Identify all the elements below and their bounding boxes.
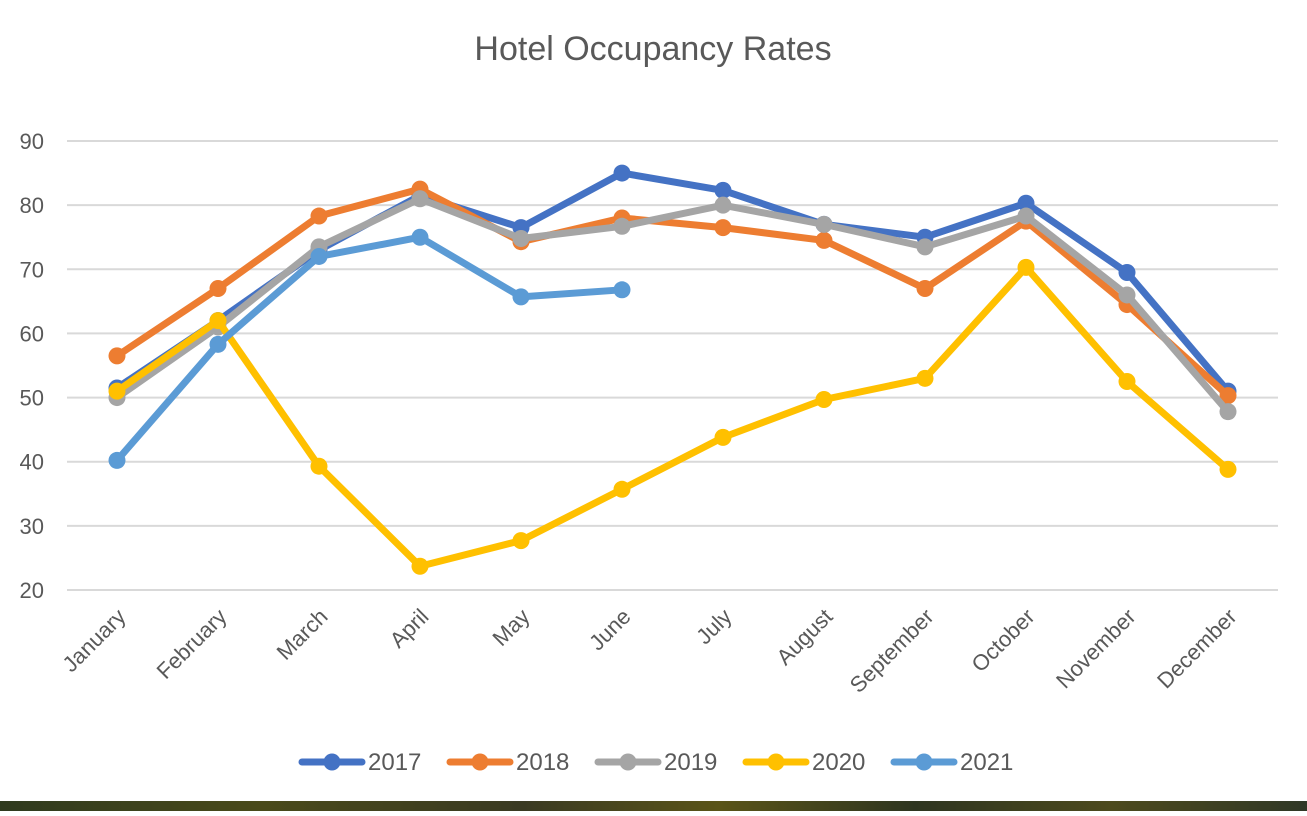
data-point <box>411 228 429 246</box>
x-tick-label: June <box>584 604 635 655</box>
x-tick-label: April <box>385 604 434 653</box>
data-point <box>209 312 227 330</box>
data-point <box>916 369 934 387</box>
data-point <box>1118 286 1136 304</box>
data-point <box>1118 263 1136 281</box>
y-tick-label: 60 <box>20 321 44 346</box>
series-layer <box>108 164 1237 575</box>
data-point <box>512 229 530 247</box>
legend-item: 2021 <box>890 749 1013 776</box>
series-2020 <box>108 258 1237 575</box>
data-point <box>1017 258 1035 276</box>
data-point <box>108 451 126 469</box>
data-point <box>714 196 732 214</box>
data-point <box>310 247 328 265</box>
chart-title: Hotel Occupancy Rates <box>474 30 831 68</box>
series-2019 <box>108 190 1237 421</box>
legend-marker <box>471 753 489 771</box>
y-tick-label: 50 <box>20 386 44 411</box>
x-tick-label: February <box>152 604 232 684</box>
y-tick-label: 90 <box>20 129 44 154</box>
legend-marker <box>767 753 785 771</box>
y-axis-tick-labels: 20 30 40 50 60 70 80 90 <box>20 129 44 603</box>
legend-item: 2019 <box>594 749 717 776</box>
series-line <box>113 195 1232 416</box>
data-point <box>512 288 530 306</box>
data-point <box>613 480 631 498</box>
data-point <box>1219 460 1237 478</box>
x-tick-label: January <box>58 604 131 677</box>
series-line <box>113 233 626 464</box>
data-point <box>411 190 429 208</box>
y-tick-label: 70 <box>20 257 44 282</box>
legend-label: 2021 <box>960 749 1013 776</box>
legend-marker <box>915 753 933 771</box>
series-line <box>113 185 1232 400</box>
x-tick-label: November <box>1051 604 1140 693</box>
data-point <box>310 207 328 225</box>
data-point <box>916 280 934 298</box>
data-point <box>714 181 732 199</box>
legend-label: 2019 <box>664 749 717 776</box>
data-point <box>1219 387 1237 405</box>
data-point <box>714 219 732 237</box>
legend-marker <box>619 753 637 771</box>
background-image-strip <box>0 801 1307 811</box>
x-tick-label: March <box>272 604 333 665</box>
legend-item: 2017 <box>298 749 421 776</box>
data-point <box>815 231 833 249</box>
data-point <box>815 215 833 233</box>
data-point <box>209 280 227 298</box>
data-point <box>108 347 126 365</box>
y-tick-label: 30 <box>20 514 44 539</box>
data-point <box>1219 403 1237 421</box>
x-tick-label: September <box>845 604 939 698</box>
x-tick-label: October <box>967 604 1040 677</box>
y-tick-label: 80 <box>20 193 44 218</box>
data-point <box>512 532 530 550</box>
legend-item: 2020 <box>742 749 865 776</box>
series-line <box>113 263 1232 570</box>
data-point <box>613 164 631 182</box>
legend-marker <box>323 753 341 771</box>
x-tick-label: August <box>771 604 837 670</box>
legend-label: 2017 <box>368 749 421 776</box>
data-point <box>108 382 126 400</box>
x-axis-tick-labels: January February March April May June July Augu… <box>58 604 1242 698</box>
data-point <box>815 390 833 408</box>
legend-label: 2020 <box>812 749 865 776</box>
legend: 2017 2018 2019 2020 2021 <box>298 749 1013 776</box>
data-point <box>1118 373 1136 391</box>
legend-label: 2018 <box>516 749 569 776</box>
data-point <box>714 428 732 446</box>
data-point <box>916 238 934 256</box>
data-point <box>613 281 631 299</box>
data-point <box>411 557 429 575</box>
data-point <box>1017 194 1035 212</box>
series-2021 <box>108 228 631 469</box>
y-tick-label: 40 <box>20 450 44 475</box>
x-tick-label: May <box>487 604 534 651</box>
legend-item: 2018 <box>446 749 569 776</box>
data-point <box>613 217 631 235</box>
data-point <box>1017 207 1035 225</box>
data-point <box>310 457 328 475</box>
x-tick-label: July <box>691 604 736 649</box>
y-tick-label: 20 <box>20 578 44 603</box>
x-tick-label: December <box>1152 604 1241 693</box>
series-2018 <box>108 180 1237 405</box>
data-point <box>209 335 227 353</box>
